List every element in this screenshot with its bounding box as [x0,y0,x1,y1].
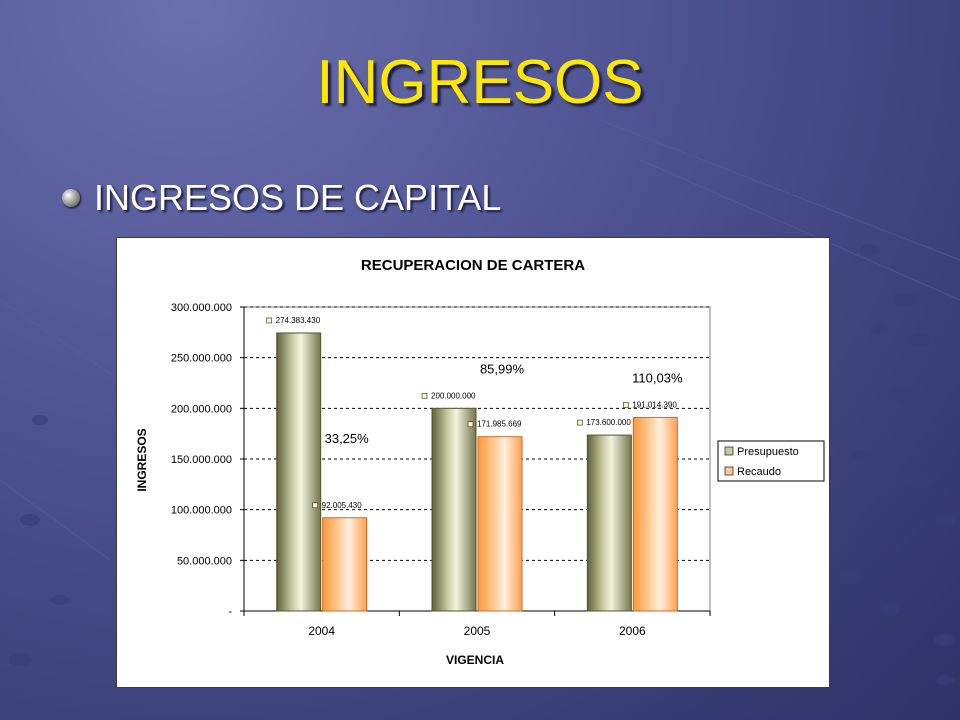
legend: Presupuesto Recaudo [717,440,825,482]
legend-swatch-presupuesto [724,446,734,456]
x-axis: 2004 2005 2006 [243,610,711,638]
x-tick-label: 2005 [464,624,491,638]
data-label: 200.000.000 [431,391,476,400]
y-tick-label: 200.000.000 [171,403,232,415]
bullet-item: INGRESOS DE CAPITAL [62,176,501,220]
y-tick-label: 150.000.000 [171,454,232,466]
data-label-marker [467,421,474,428]
x-tick-label: 2006 [619,624,646,638]
bar-recaudo-2005 [477,436,523,612]
legend-label-presupuesto: Presupuesto [737,446,799,458]
chart-title: RECUPERACION DE CARTERA [361,257,585,274]
bar-presupuesto-2006 [586,434,632,612]
data-label-marker [576,419,583,426]
y-tick-label: 300.000.000 [171,302,232,314]
data-label: 92.005.430 [322,501,363,510]
bar-recaudo-2004 [322,517,368,612]
data-label: 274.383.430 [276,316,321,325]
bars [276,332,678,612]
bar-presupuesto-2005 [431,407,477,612]
percent-label: 110,03% [632,370,683,385]
y-tick-label: 100.000.000 [171,505,232,517]
bar-presupuesto-2004 [276,332,322,612]
y-axis-title: INGRESOS [135,428,149,491]
slide-title: INGRESOS [316,48,644,117]
y-axis: - 50.000.000 100.000.000 150.000.000 200.000… [171,302,245,618]
data-label-marker [421,392,428,399]
data-label-marker [266,317,273,324]
data-label: 171.985.669 [477,420,522,429]
legend-label-recaudo: Recaudo [737,466,781,478]
data-label-marker [312,502,319,509]
x-axis-title: VIGENCIA [446,653,504,667]
data-label: 191.014.390 [632,400,677,409]
percent-label: 33,25% [325,431,370,446]
y-tick-label: - [228,606,232,618]
data-label-marker [622,402,629,408]
chart-container: RECUPERACION DE CARTERA - 50.000.000 100.0… [116,237,830,688]
data-label: 173.600.000 [586,418,631,427]
x-tick-label: 2004 [308,624,335,638]
data-labels: 274.383.430 92.005.430 33,25% 200.000.000 17… [266,316,683,510]
bullet-text: INGRESOS DE CAPITAL [94,177,502,218]
percent-label: 85,99% [480,361,525,376]
legend-swatch-recaudo [724,466,734,476]
y-tick-label: 50.000.000 [177,555,232,567]
bar-recaudo-2006 [632,416,678,612]
bar-chart: RECUPERACION DE CARTERA - 50.000.000 100.0… [135,257,825,667]
bullet-icon [62,189,80,207]
y-tick-label: 250.000.000 [171,353,232,365]
